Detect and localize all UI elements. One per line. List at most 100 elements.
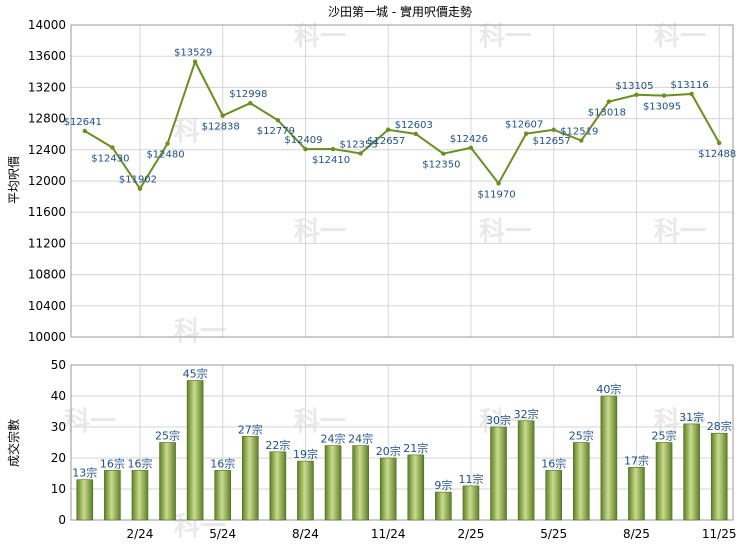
price-series-line <box>84 59 721 191</box>
volume-bar <box>131 470 149 521</box>
price-point <box>413 131 418 137</box>
x-tick-label: 5/25 <box>540 527 567 541</box>
price-tick-label: 10800 <box>28 268 66 282</box>
price-point <box>496 181 501 186</box>
price-point <box>634 92 639 98</box>
price-data-label: $12519 <box>560 127 598 138</box>
watermark-text: 科一 <box>654 217 706 247</box>
chart-title: 沙田第一城 - 實用呎價走勢 <box>328 4 472 19</box>
price-point <box>386 127 391 132</box>
watermark-text: 科一 <box>479 22 531 52</box>
price-data-label: $12838 <box>202 122 240 133</box>
volume-bar <box>324 445 342 521</box>
watermark-text: 科一 <box>479 217 531 247</box>
price-tick-label: 13600 <box>28 49 66 63</box>
price-point <box>248 100 253 106</box>
price-point <box>275 118 281 123</box>
price-data-label: $12353 <box>340 139 378 150</box>
price-data-label: $11902 <box>119 175 157 186</box>
volume-data-label: 28宗 <box>707 419 732 433</box>
price-tick-label: 12800 <box>28 112 66 126</box>
price-point <box>303 146 308 152</box>
volume-data-label: 27宗 <box>238 422 263 436</box>
volume-data-label: 13宗 <box>72 466 97 480</box>
volume-bar <box>710 432 728 521</box>
volume-tick-label: 20 <box>51 451 66 465</box>
price-tick-label: 10000 <box>28 330 66 344</box>
volume-bar <box>269 451 287 521</box>
volume-bar <box>241 435 259 521</box>
x-tick-label: 2/25 <box>457 527 484 541</box>
volume-bar <box>76 479 94 521</box>
volume-data-label: 25宗 <box>652 429 677 443</box>
price-data-label: $12409 <box>284 135 322 146</box>
price-data-label: $13105 <box>615 81 653 92</box>
volume-data-label: 16宗 <box>100 456 125 470</box>
volume-bar <box>435 491 452 521</box>
volume-data-label: 32宗 <box>514 407 539 421</box>
volume-bar <box>297 460 314 521</box>
price-tick-label: 11600 <box>28 205 66 219</box>
price-data-label: $12641 <box>64 117 102 128</box>
price-data-label: $12607 <box>505 120 543 131</box>
price-tick-label: 10400 <box>28 299 66 313</box>
price-point <box>717 140 722 146</box>
volume-data-label: 45宗 <box>183 367 208 381</box>
volume-bar <box>186 380 204 521</box>
watermark-text: 科一 <box>294 217 346 247</box>
watermark-text: 科一 <box>294 407 346 437</box>
price-point <box>137 186 143 191</box>
price-data-label: $12998 <box>229 89 267 100</box>
price-data-label: $12426 <box>450 134 488 145</box>
price-point <box>110 145 115 150</box>
volume-data-label: 21宗 <box>403 441 428 455</box>
price-point <box>606 99 612 104</box>
volume-axis-label: 成交宗數 <box>6 419 21 467</box>
price-data-label: $12657 <box>367 136 405 147</box>
price-point <box>523 131 529 136</box>
volume-bar <box>352 445 369 521</box>
price-data-label: $13095 <box>643 102 681 113</box>
volume-tick-label: 30 <box>51 420 66 434</box>
x-tick-label: 8/25 <box>623 527 650 541</box>
price-data-label: $12657 <box>533 136 571 147</box>
volume-data-label: 30宗 <box>486 413 511 427</box>
price-data-label: $12603 <box>395 120 433 131</box>
price-tick-label: 11200 <box>28 236 66 250</box>
volume-tick-label: 0 <box>58 513 66 527</box>
volume-data-label: 22宗 <box>265 438 290 452</box>
x-tick-label: 11/24 <box>371 527 406 541</box>
watermark-text: 科一 <box>174 117 226 147</box>
volume-data-label: 16宗 <box>210 456 235 470</box>
volume-bar <box>407 454 425 521</box>
volume-bar <box>683 423 700 521</box>
volume-tick-label: 10 <box>51 482 66 496</box>
volume-data-label: 40宗 <box>596 382 621 396</box>
price-point <box>468 145 474 150</box>
price-data-label: $13018 <box>588 108 626 119</box>
price-tick-label: 12000 <box>28 174 66 188</box>
volume-data-label: 24宗 <box>321 432 346 446</box>
price-plot-frame <box>70 24 734 338</box>
price-point <box>551 127 556 132</box>
price-data-label: $12350 <box>422 160 460 171</box>
volume-data-label: 25宗 <box>155 429 180 443</box>
watermark-text: 科一 <box>64 407 116 437</box>
volume-data-label: 24宗 <box>348 432 373 446</box>
price-data-label: $12488 <box>698 149 736 160</box>
price-axis-label: 平均呎價 <box>7 156 21 204</box>
watermark-text: 科一 <box>174 317 226 347</box>
price-data-label: $12410 <box>312 155 350 166</box>
volume-bar <box>628 466 645 521</box>
volume-bar <box>490 426 507 521</box>
price-data-label: $11970 <box>477 189 515 200</box>
volume-data-label: 31宗 <box>679 410 704 424</box>
price-point <box>82 128 87 134</box>
volume-tick-label: 50 <box>51 358 66 372</box>
price-point <box>330 146 336 152</box>
volume-bar <box>379 457 397 521</box>
x-tick-label: 11/25 <box>702 527 737 541</box>
volume-data-label: 16宗 <box>541 456 566 470</box>
volume-bar <box>517 420 535 521</box>
